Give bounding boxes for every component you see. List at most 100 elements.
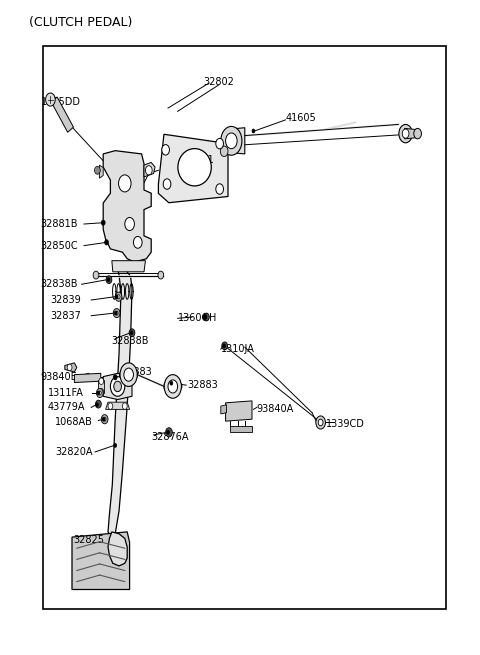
Circle shape	[114, 381, 121, 392]
Text: 41651: 41651	[184, 155, 215, 166]
Polygon shape	[226, 401, 252, 421]
Circle shape	[399, 124, 412, 143]
Text: 32883: 32883	[187, 380, 218, 390]
Circle shape	[164, 375, 181, 398]
Text: 32838B: 32838B	[111, 335, 148, 346]
Circle shape	[223, 344, 226, 348]
Circle shape	[114, 443, 117, 447]
Circle shape	[120, 363, 137, 386]
Circle shape	[67, 364, 72, 371]
Circle shape	[318, 419, 323, 426]
Circle shape	[226, 133, 237, 149]
Polygon shape	[65, 363, 77, 372]
Polygon shape	[51, 97, 73, 132]
Text: 93840E: 93840E	[41, 371, 78, 382]
Circle shape	[114, 311, 117, 315]
Polygon shape	[103, 151, 151, 262]
Circle shape	[166, 428, 172, 437]
Circle shape	[168, 380, 178, 393]
Circle shape	[103, 417, 106, 421]
Circle shape	[115, 295, 118, 299]
Text: 1125DD: 1125DD	[41, 96, 81, 107]
Circle shape	[145, 166, 152, 175]
Circle shape	[221, 126, 242, 155]
Polygon shape	[222, 133, 227, 149]
Text: 32820A: 32820A	[55, 447, 93, 457]
Circle shape	[252, 129, 255, 133]
Polygon shape	[108, 269, 132, 537]
Polygon shape	[106, 402, 130, 409]
Circle shape	[122, 403, 127, 409]
Circle shape	[101, 220, 105, 225]
Circle shape	[99, 388, 104, 395]
Circle shape	[106, 276, 112, 284]
Circle shape	[203, 314, 207, 320]
Polygon shape	[72, 532, 130, 590]
Circle shape	[130, 331, 133, 335]
Polygon shape	[98, 380, 104, 393]
Text: 1339CD: 1339CD	[326, 419, 365, 430]
Polygon shape	[230, 426, 252, 432]
Circle shape	[107, 278, 110, 282]
Ellipse shape	[178, 149, 211, 186]
Text: 1360GH: 1360GH	[178, 313, 217, 324]
Polygon shape	[158, 134, 228, 203]
Circle shape	[93, 271, 99, 279]
Circle shape	[101, 415, 108, 424]
Text: 32802: 32802	[203, 77, 234, 87]
Circle shape	[170, 381, 173, 385]
Circle shape	[163, 179, 171, 189]
Circle shape	[113, 309, 120, 318]
Circle shape	[102, 417, 105, 421]
Polygon shape	[405, 128, 418, 139]
Bar	[43, 46, 446, 609]
Polygon shape	[112, 261, 145, 272]
Text: 43779A: 43779A	[48, 402, 85, 413]
Text: 32837: 32837	[50, 310, 81, 321]
Text: 1068AB: 1068AB	[55, 417, 93, 428]
Circle shape	[129, 329, 135, 337]
Circle shape	[414, 128, 421, 139]
Circle shape	[108, 403, 113, 409]
Circle shape	[316, 416, 325, 429]
Circle shape	[99, 378, 104, 384]
Text: 32883: 32883	[121, 367, 152, 377]
Circle shape	[113, 375, 117, 380]
Polygon shape	[74, 373, 101, 383]
Text: 93840A: 93840A	[257, 404, 294, 415]
Circle shape	[162, 145, 169, 155]
Circle shape	[46, 93, 55, 106]
Circle shape	[96, 403, 98, 407]
Text: (CLUTCH PEDAL): (CLUTCH PEDAL)	[29, 16, 132, 29]
Circle shape	[222, 342, 228, 350]
Circle shape	[216, 138, 224, 149]
Circle shape	[105, 240, 108, 245]
Circle shape	[158, 271, 164, 279]
Circle shape	[96, 400, 101, 408]
Circle shape	[117, 295, 120, 299]
Circle shape	[167, 430, 169, 434]
Polygon shape	[103, 373, 132, 400]
Circle shape	[124, 368, 133, 381]
Circle shape	[216, 184, 224, 195]
Polygon shape	[108, 532, 127, 566]
Circle shape	[119, 175, 131, 192]
Polygon shape	[221, 405, 227, 414]
Circle shape	[402, 129, 409, 138]
Circle shape	[95, 166, 100, 174]
Polygon shape	[99, 165, 103, 178]
Text: 32839: 32839	[50, 295, 81, 305]
Circle shape	[133, 236, 142, 248]
Circle shape	[115, 292, 122, 301]
Text: 32850C: 32850C	[41, 240, 78, 251]
Circle shape	[220, 146, 228, 157]
Text: 1310JA: 1310JA	[221, 344, 255, 354]
Polygon shape	[230, 128, 245, 154]
Ellipse shape	[164, 380, 182, 393]
Text: 32825: 32825	[73, 535, 104, 546]
Circle shape	[115, 311, 118, 315]
Circle shape	[204, 313, 209, 321]
Ellipse shape	[120, 368, 138, 381]
Circle shape	[96, 388, 103, 398]
Text: 32876A: 32876A	[152, 432, 189, 442]
